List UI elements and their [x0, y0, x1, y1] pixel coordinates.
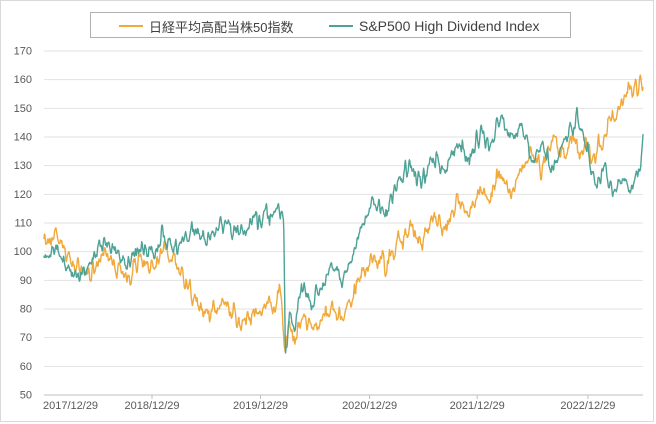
- svg-text:2022/12/29: 2022/12/29: [560, 400, 615, 412]
- svg-text:70: 70: [20, 332, 32, 344]
- svg-text:130: 130: [14, 160, 32, 172]
- svg-text:150: 150: [14, 103, 32, 115]
- svg-text:2019/12/29: 2019/12/29: [233, 400, 288, 412]
- svg-text:140: 140: [14, 132, 32, 144]
- svg-text:60: 60: [20, 361, 32, 373]
- svg-text:160: 160: [14, 74, 32, 86]
- svg-text:110: 110: [14, 218, 32, 230]
- svg-text:170: 170: [14, 46, 32, 58]
- svg-text:2017/12/29: 2017/12/29: [43, 400, 98, 412]
- svg-text:2020/12/29: 2020/12/29: [342, 400, 397, 412]
- svg-text:80: 80: [20, 304, 32, 316]
- svg-text:100: 100: [14, 246, 32, 258]
- svg-text:2018/12/29: 2018/12/29: [124, 400, 179, 412]
- svg-text:2021/12/29: 2021/12/29: [450, 400, 505, 412]
- svg-text:50: 50: [20, 390, 32, 402]
- svg-text:120: 120: [14, 189, 32, 201]
- svg-text:90: 90: [20, 275, 32, 287]
